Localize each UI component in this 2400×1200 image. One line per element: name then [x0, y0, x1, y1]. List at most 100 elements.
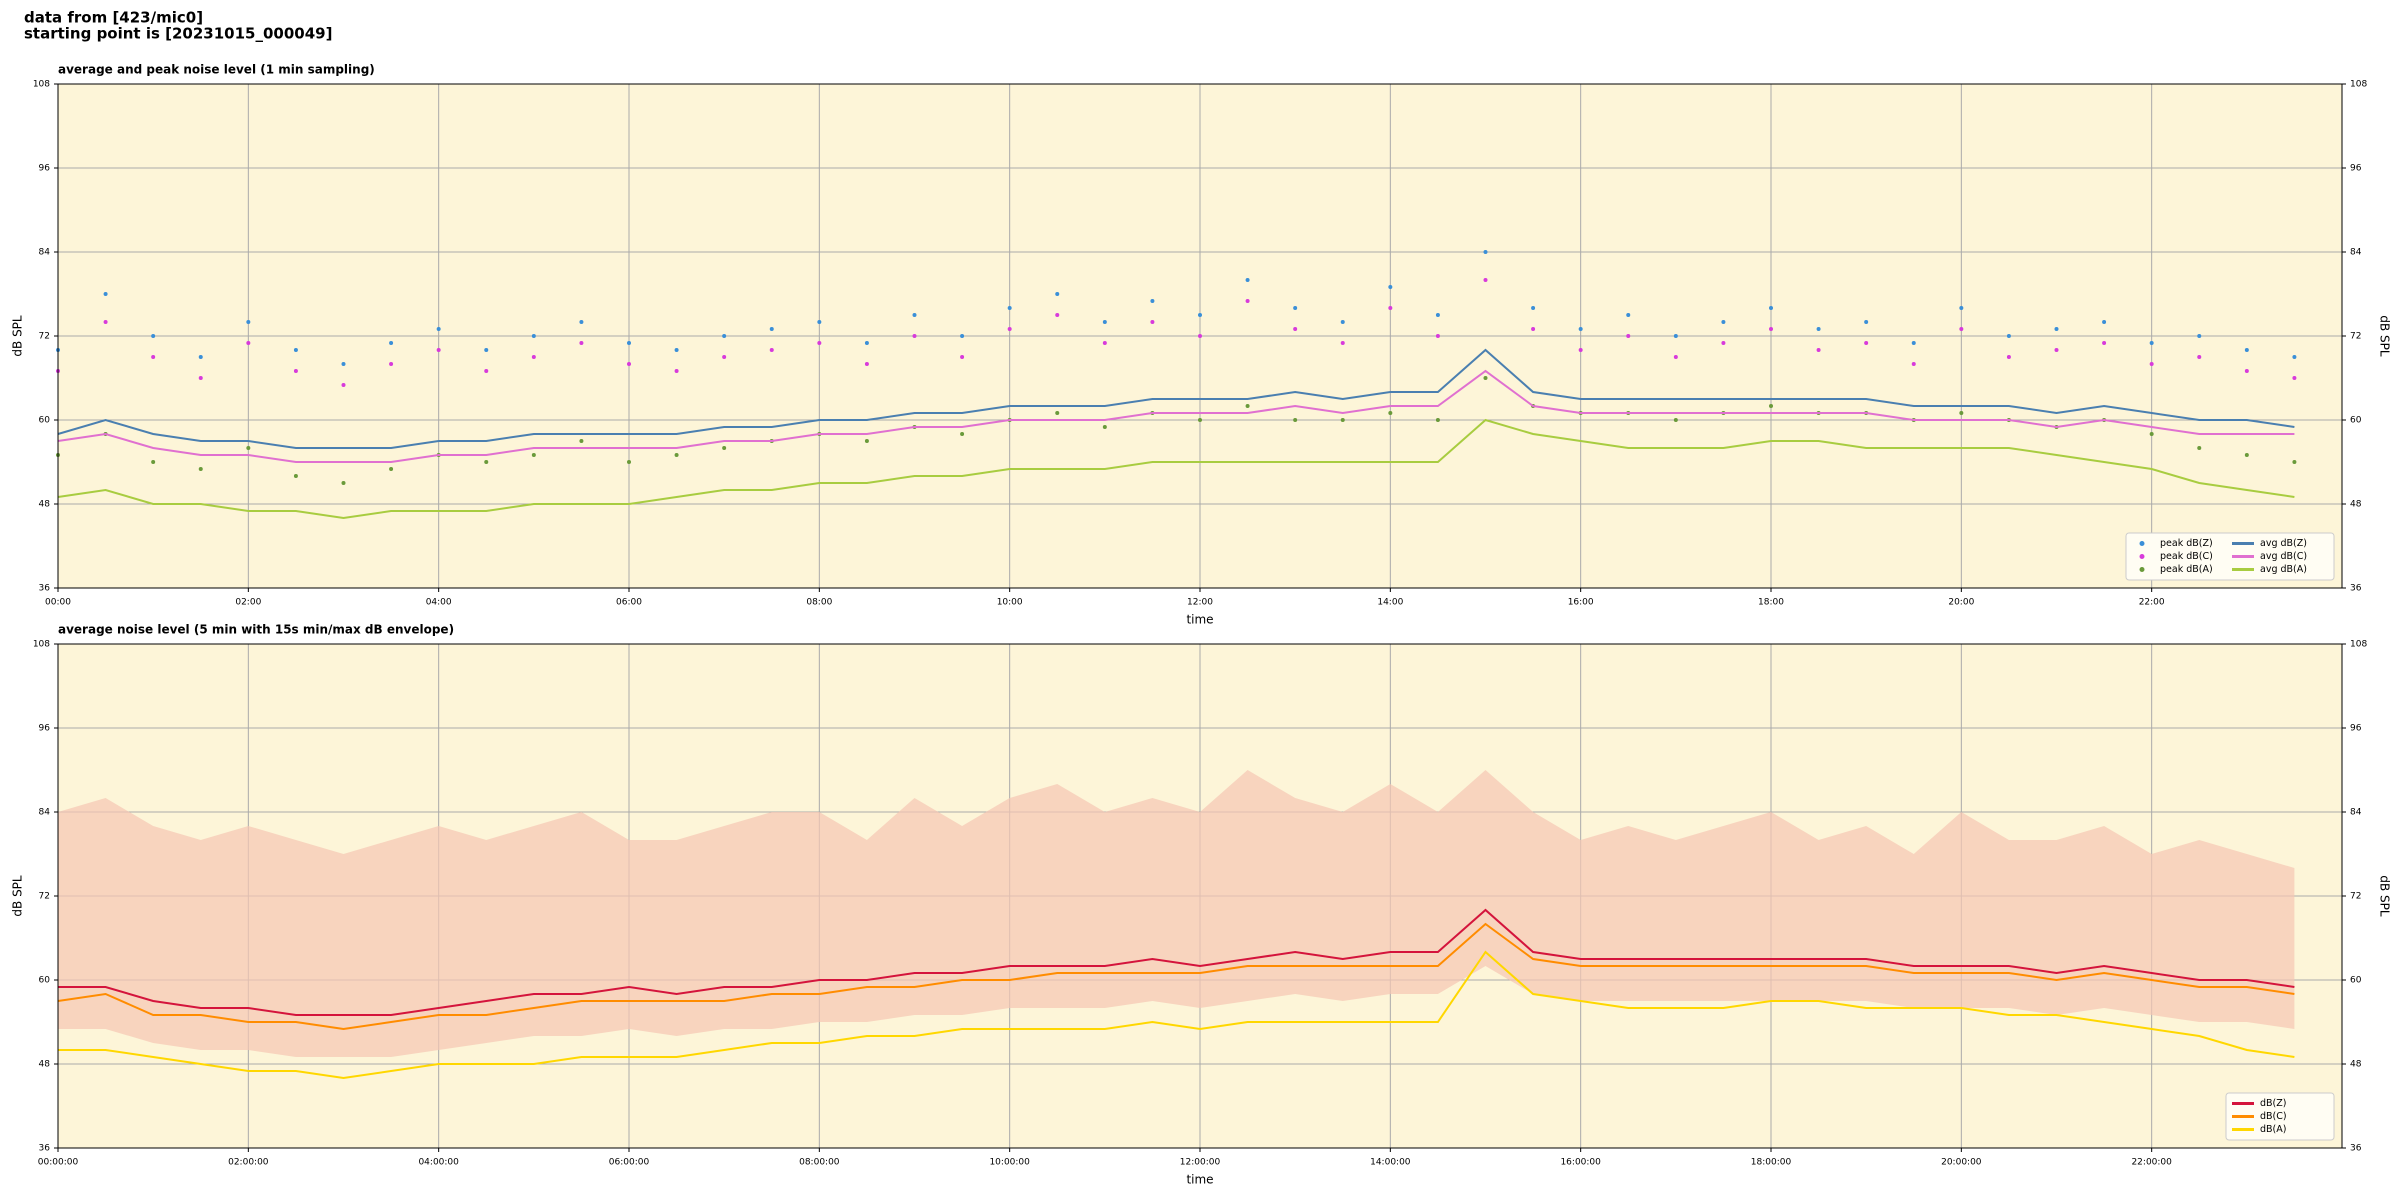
peak-point: [1911, 362, 1916, 366]
y-tick-label: 96: [2350, 724, 2362, 734]
peak-point: [1245, 404, 1250, 408]
peak-point: [389, 467, 394, 471]
peak-point: [817, 320, 822, 324]
peak-point: [531, 355, 536, 359]
peak-point: [1864, 341, 1869, 345]
header-line: data from [423/mic0]: [24, 9, 203, 27]
x-tick-label: 08:00: [806, 598, 832, 608]
peak-point: [484, 460, 489, 464]
peak-point: [579, 320, 584, 324]
peak-point: [246, 341, 251, 345]
peak-point: [2149, 362, 2154, 366]
peak-point: [1340, 418, 1345, 422]
peak-point: [960, 432, 965, 436]
peak-point: [2197, 334, 2202, 338]
peak-point: [722, 355, 727, 359]
series-line: [57, 348, 2295, 449]
peak-point: [1102, 320, 1107, 324]
peak-point: [2054, 348, 2059, 352]
y-tick-label: 36: [39, 584, 51, 594]
peak-point: [2006, 355, 2011, 359]
peak-point: [1007, 306, 1012, 310]
peak-point: [1293, 327, 1298, 331]
x-tick-label: 10:00:00: [989, 1158, 1030, 1168]
peak-point: [1102, 425, 1107, 429]
header-line: starting point is [20231015_000049]: [24, 25, 332, 43]
peak-point: [436, 327, 441, 331]
peak-point: [389, 362, 394, 366]
peak-point: [722, 334, 727, 338]
peak-point: [1198, 334, 1202, 338]
peak-point: [864, 362, 869, 366]
x-tick-label: 10:00: [997, 598, 1023, 608]
peak-point: [436, 348, 441, 352]
peak-point: [484, 369, 489, 373]
legend-label: avg dB(Z): [2260, 538, 2307, 549]
y-tick-label: 48: [39, 1060, 51, 1070]
series-line: [57, 922, 2295, 1031]
x-tick-label: 00:00:00: [38, 1158, 79, 1168]
peak-point: [1959, 327, 1964, 331]
peak-point: [151, 355, 156, 359]
peak-point: [2102, 341, 2107, 345]
x-tick-label: 22:00: [2139, 598, 2165, 608]
peak-point: [1911, 341, 1916, 345]
peak-point: [198, 467, 203, 471]
peak-point: [1055, 292, 1060, 296]
x-tick-label: 00:00: [45, 598, 71, 608]
peak-point: [389, 341, 394, 345]
peak-point: [2292, 355, 2297, 359]
peak-point: [246, 446, 251, 450]
peak-point: [1578, 327, 1583, 331]
x-axis-label: time: [1186, 613, 1213, 627]
peak-point: [1483, 250, 1488, 254]
peak-point: [1055, 411, 1060, 415]
y-axis-label: dB SPL: [11, 875, 25, 917]
peak-point: [293, 369, 298, 373]
peak-point: [960, 355, 965, 359]
x-tick-label: 14:00: [1377, 598, 1403, 608]
peak-point: [1388, 306, 1393, 310]
peak-point: [1150, 320, 1155, 324]
peak-point: [1055, 313, 1060, 317]
legend-label: dB(Z): [2260, 1098, 2286, 1109]
y-tick-label: 60: [39, 416, 51, 426]
peak-point: [1959, 306, 1964, 310]
x-tick-label: 22:00:00: [2131, 1158, 2172, 1168]
y-tick-label: 108: [2350, 80, 2367, 90]
peak-point: [293, 474, 298, 478]
peak-point: [674, 453, 679, 457]
peak-point: [1198, 313, 1202, 317]
plot-frame: [57, 83, 2343, 589]
peak-point: [2244, 453, 2249, 457]
peak-point: [2197, 446, 2202, 450]
peak-point: [103, 320, 108, 324]
peak-point: [769, 348, 774, 352]
legend-label: avg dB(A): [2260, 564, 2307, 575]
peak-point: [2006, 334, 2011, 338]
peak-point: [1816, 327, 1821, 331]
legend-marker: [2139, 567, 2145, 572]
peak-point: [1007, 327, 1012, 331]
series-line: [58, 950, 2295, 1080]
peak-point: [2149, 432, 2154, 436]
x-tick-label: 08:00:00: [799, 1158, 840, 1168]
y-tick-label: 36: [39, 1144, 51, 1154]
peak-point: [674, 369, 679, 373]
y-tick-label: 36: [2350, 584, 2362, 594]
x-tick-label: 06:00: [616, 598, 642, 608]
x-tick-label: 16:00: [1568, 598, 1594, 608]
peak-point: [198, 376, 203, 380]
legend-marker: [2139, 554, 2145, 559]
y-axis-label: dB SPL: [2378, 875, 2392, 917]
peak-point: [1388, 285, 1393, 289]
y-tick-label: 60: [39, 976, 51, 986]
series-line: [57, 369, 2295, 463]
y-tick-label: 48: [2350, 1060, 2362, 1070]
legend-label: peak dB(C): [2160, 551, 2213, 562]
peak-point: [1388, 411, 1393, 415]
x-tick-label: 14:00:00: [1370, 1158, 1411, 1168]
y-tick-label: 48: [39, 500, 51, 510]
peak-point: [1578, 348, 1583, 352]
